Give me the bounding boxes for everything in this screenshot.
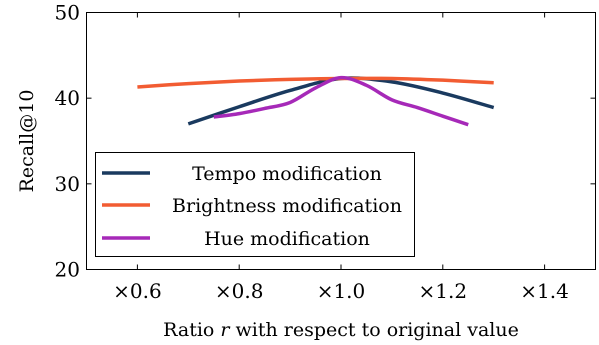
series-line-3 <box>213 75 469 127</box>
tick-layer: ×0.6 ×0.8 ×1.0 ×1.2 ×1.4 20 30 40 50 <box>55 1 596 303</box>
x-tick-label: ×1.2 <box>419 279 468 303</box>
legend-label: Hue modification <box>204 228 370 250</box>
y-tick-label: 50 <box>55 1 80 25</box>
legend: Tempo modification Brightness modificatio… <box>95 152 415 257</box>
x-tick-label: ×1.0 <box>317 279 366 303</box>
x-tick-label: ×0.8 <box>215 279 264 303</box>
legend-label: Tempo modification <box>192 163 382 185</box>
y-tick-label: 40 <box>55 86 80 110</box>
series-line-2 <box>137 76 494 89</box>
x-axis-label-prefix: Ratio <box>163 319 220 341</box>
y-tick-label: 30 <box>55 172 80 196</box>
x-axis-label: Ratio r with respect to original value <box>163 319 519 341</box>
y-axis-label: Recall@10 <box>16 90 38 193</box>
x-tick-label: ×1.4 <box>520 279 569 303</box>
y-tick-label: 20 <box>55 258 80 282</box>
legend-items: Tempo modification Brightness modificatio… <box>102 163 402 250</box>
x-tick-label: ×0.6 <box>113 279 162 303</box>
x-axis-label-variable: r <box>220 319 231 341</box>
x-axis-label-suffix: with respect to original value <box>230 319 519 341</box>
series-layer <box>137 75 495 127</box>
legend-label: Brightness modification <box>172 195 402 217</box>
